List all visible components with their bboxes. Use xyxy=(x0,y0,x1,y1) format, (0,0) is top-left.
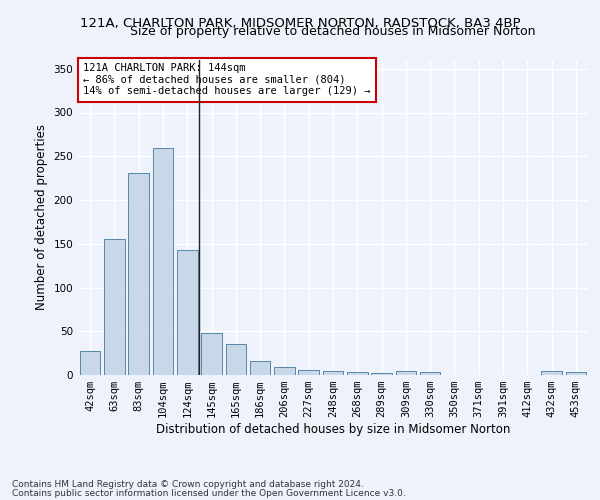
Bar xyxy=(566,372,586,375)
Bar xyxy=(226,344,246,375)
X-axis label: Distribution of detached houses by size in Midsomer Norton: Distribution of detached houses by size … xyxy=(156,423,510,436)
Bar xyxy=(128,173,149,375)
Bar xyxy=(80,350,100,375)
Bar xyxy=(541,370,562,375)
Bar xyxy=(395,370,416,375)
Text: Contains HM Land Registry data © Crown copyright and database right 2024.: Contains HM Land Registry data © Crown c… xyxy=(12,480,364,489)
Bar xyxy=(152,148,173,375)
Bar xyxy=(104,240,125,375)
Bar xyxy=(298,370,319,375)
Bar xyxy=(347,372,368,375)
Text: 121A CHARLTON PARK: 144sqm
← 86% of detached houses are smaller (804)
14% of sem: 121A CHARLTON PARK: 144sqm ← 86% of deta… xyxy=(83,63,371,96)
Text: Contains public sector information licensed under the Open Government Licence v3: Contains public sector information licen… xyxy=(12,488,406,498)
Bar xyxy=(371,373,392,375)
Bar xyxy=(323,370,343,375)
Title: Size of property relative to detached houses in Midsomer Norton: Size of property relative to detached ho… xyxy=(130,25,536,38)
Text: 121A, CHARLTON PARK, MIDSOMER NORTON, RADSTOCK, BA3 4BP: 121A, CHARLTON PARK, MIDSOMER NORTON, RA… xyxy=(80,18,520,30)
Bar xyxy=(177,250,197,375)
Bar xyxy=(420,372,440,375)
Bar xyxy=(250,361,271,375)
Bar xyxy=(274,367,295,375)
Bar xyxy=(201,333,222,375)
Y-axis label: Number of detached properties: Number of detached properties xyxy=(35,124,48,310)
